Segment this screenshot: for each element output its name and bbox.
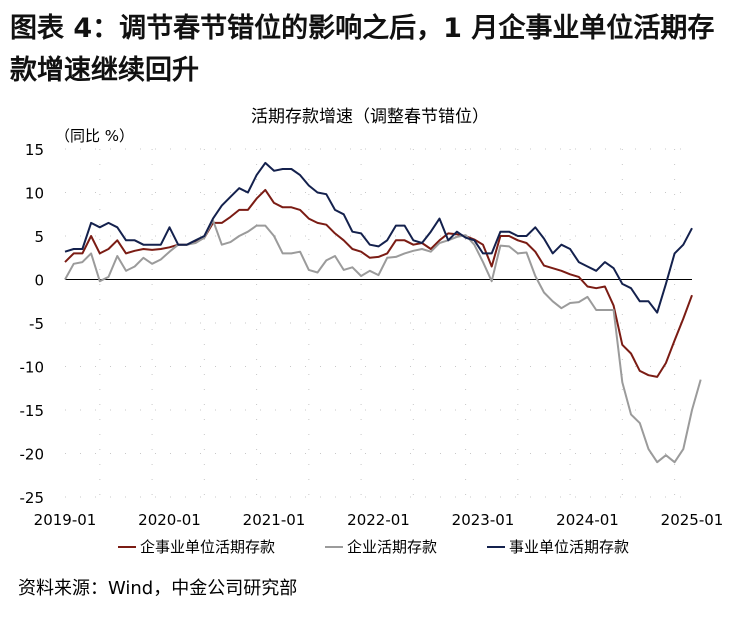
figure-title: 图表 4：调节春节错位的影响之后，1 月企事业单位活期存款增速继续回升 xyxy=(10,13,715,86)
series-line xyxy=(64,219,702,464)
y-axis-label: （同比 %） xyxy=(55,127,134,145)
grid xyxy=(65,148,692,498)
series-line xyxy=(64,161,693,314)
y-tick-label: 15 xyxy=(25,141,44,159)
legend-label: 企业活期存款 xyxy=(347,538,437,556)
y-tick-label: 10 xyxy=(25,185,44,203)
source-note: 资料来源：Wind，中金公司研究部 xyxy=(18,578,298,599)
legend-label: 事业单位活期存款 xyxy=(509,538,629,556)
y-tick-label: -15 xyxy=(20,402,45,420)
y-tick-label: -5 xyxy=(29,315,44,333)
series-lines xyxy=(64,161,702,464)
legend: 企事业单位活期存款 企业活期存款 事业单位活期存款 xyxy=(118,538,629,556)
x-tick-label: 2020-01 xyxy=(138,511,201,529)
x-tick-label: 2023-01 xyxy=(452,511,515,529)
x-tick-label: 2025-01 xyxy=(661,511,724,529)
y-tick-label: -10 xyxy=(20,359,45,377)
x-tick-labels: 2019-01 2020-01 2021-01 2022-01 2023-01 2024-… xyxy=(34,511,724,529)
x-tick-label: 2022-01 xyxy=(347,511,410,529)
series-line xyxy=(64,188,693,378)
x-tick-label: 2021-01 xyxy=(243,511,306,529)
x-tick-label: 2019-01 xyxy=(34,511,97,529)
y-tick-labels: 15 10 5 0 -5 -10 -15 -20 -25 xyxy=(20,141,45,507)
x-tick-label: 2024-01 xyxy=(556,511,619,529)
y-tick-label: -20 xyxy=(20,446,45,464)
y-tick-label: -25 xyxy=(20,489,45,507)
y-tick-label: 5 xyxy=(34,228,44,246)
legend-label: 企事业单位活期存款 xyxy=(140,538,275,556)
y-tick-label: 0 xyxy=(34,272,44,290)
chart-title: 活期存款增速（调整春节错位） xyxy=(251,107,489,127)
